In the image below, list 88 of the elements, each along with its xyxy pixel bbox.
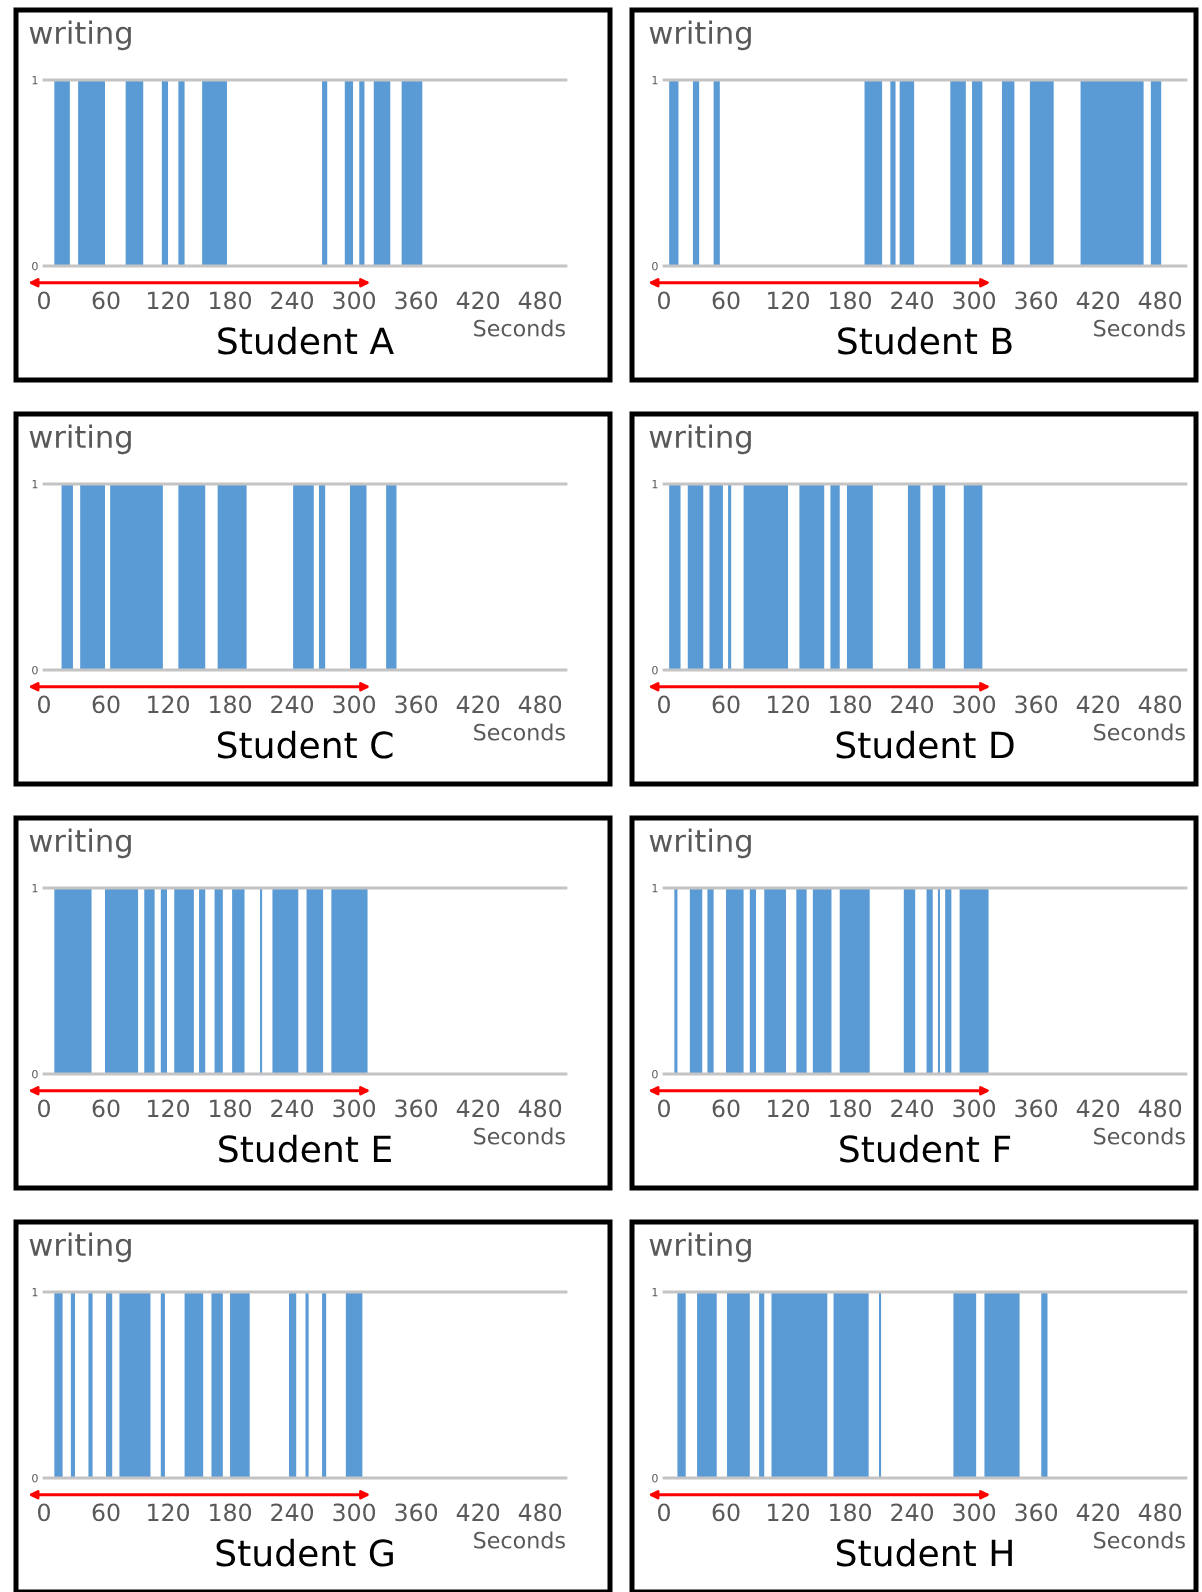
x-tick-label: 300 — [333, 1503, 376, 1522]
x-tick-label: 420 — [456, 1099, 500, 1118]
y-axis-title: writing — [29, 828, 131, 859]
x-tick-label: 120 — [148, 695, 189, 714]
x-tick-label: 180 — [210, 1503, 252, 1522]
x-axis-title: Seconds — [1094, 319, 1185, 337]
x-tick-label: 360 — [1015, 1099, 1058, 1118]
x-axis-title: Seconds — [474, 319, 565, 337]
x-tick-label: 120 — [768, 695, 809, 714]
x-tick-label: 240 — [891, 291, 934, 310]
y-axis-title: writing — [29, 424, 131, 455]
x-tick-label: 480 — [1138, 1099, 1182, 1118]
x-tick-label: 420 — [456, 291, 500, 310]
x-tick-label: 120 — [148, 291, 189, 310]
text: Student B — [838, 326, 1012, 355]
x-tick-label: 60 — [712, 1503, 740, 1522]
x-tick-label: 240 — [891, 1099, 934, 1118]
x-tick-label: 60 — [92, 695, 120, 714]
x-tick-label: 60 — [92, 291, 120, 310]
text: Student D — [836, 730, 1014, 759]
x-tick-label: 300 — [953, 1503, 996, 1522]
x-axis-title: Seconds — [1094, 1531, 1185, 1549]
x-axis-title: Seconds — [474, 1127, 565, 1145]
x-tick-label: 360 — [395, 1503, 438, 1522]
x-tick-label: 360 — [395, 695, 438, 714]
x-axis-title: Seconds — [1094, 723, 1185, 741]
x-tick-label: 240 — [271, 1503, 314, 1522]
x-tick-label: 60 — [712, 291, 740, 310]
x-tick-label: 240 — [891, 1503, 934, 1522]
x-tick-label: 480 — [518, 695, 562, 714]
x-tick-label: 420 — [456, 1503, 500, 1522]
x-tick-label: 180 — [830, 1503, 872, 1522]
x-tick-label: 480 — [1138, 1503, 1182, 1522]
y-axis-title: writing — [649, 1232, 751, 1263]
x-tick-label: 240 — [271, 1099, 314, 1118]
x-tick-label: 360 — [1015, 1503, 1058, 1522]
x-tick-label: 420 — [1076, 1503, 1120, 1522]
x-tick-label: 360 — [1015, 291, 1058, 310]
x-tick-label: 300 — [333, 695, 376, 714]
y-axis-title: writing — [29, 1232, 131, 1263]
x-tick-label: 180 — [830, 1099, 872, 1118]
x-tick-label: 300 — [953, 1099, 996, 1118]
x-tick-label: 360 — [395, 1099, 438, 1118]
x-tick-label: 180 — [830, 291, 872, 310]
x-tick-label: 480 — [518, 1503, 562, 1522]
y-axis-title: writing — [649, 828, 751, 859]
x-tick-label: 300 — [953, 695, 996, 714]
text: Student E — [219, 1134, 391, 1163]
x-tick-label: 480 — [518, 1099, 562, 1118]
x-axis-title: Seconds — [474, 1531, 565, 1549]
text: Student G — [216, 1538, 393, 1567]
x-axis-title: Seconds — [474, 723, 565, 741]
x-tick-label: 240 — [891, 695, 934, 714]
x-tick-label: 360 — [1015, 695, 1058, 714]
x-tick-label: 120 — [148, 1099, 189, 1118]
x-tick-label: 180 — [210, 1099, 252, 1118]
x-tick-label: 420 — [456, 695, 500, 714]
x-tick-label: 480 — [1138, 291, 1182, 310]
y-axis-title: writing — [649, 424, 751, 455]
text: Student H — [836, 1538, 1012, 1567]
text: Student A — [218, 326, 394, 355]
x-tick-label: 300 — [333, 291, 376, 310]
y-axis-title: writing — [29, 20, 131, 51]
x-tick-label: 60 — [712, 1099, 740, 1118]
x-tick-label: 300 — [333, 1099, 376, 1118]
x-tick-label: 180 — [210, 695, 252, 714]
x-tick-label: 120 — [148, 1503, 189, 1522]
x-tick-label: 480 — [1138, 695, 1182, 714]
x-tick-label: 60 — [92, 1099, 120, 1118]
x-tick-label: 120 — [768, 1099, 809, 1118]
x-tick-label: 360 — [395, 291, 438, 310]
x-tick-label: 60 — [712, 695, 740, 714]
x-tick-label: 240 — [271, 291, 314, 310]
x-tick-label: 120 — [768, 291, 809, 310]
y-axis-title: writing — [649, 20, 751, 51]
x-tick-label: 420 — [1076, 291, 1120, 310]
x-tick-label: 240 — [271, 695, 314, 714]
x-tick-label: 120 — [768, 1503, 809, 1522]
x-tick-label: 300 — [953, 291, 996, 310]
x-tick-label: 480 — [518, 291, 562, 310]
x-axis-title: Seconds — [1094, 1127, 1185, 1145]
x-tick-label: 180 — [210, 291, 252, 310]
x-tick-label: 60 — [92, 1503, 120, 1522]
x-tick-label: 420 — [1076, 1099, 1120, 1118]
text: Student F — [840, 1134, 1011, 1163]
text: Student C — [217, 730, 393, 759]
x-tick-label: 420 — [1076, 695, 1120, 714]
x-tick-label: 180 — [830, 695, 872, 714]
